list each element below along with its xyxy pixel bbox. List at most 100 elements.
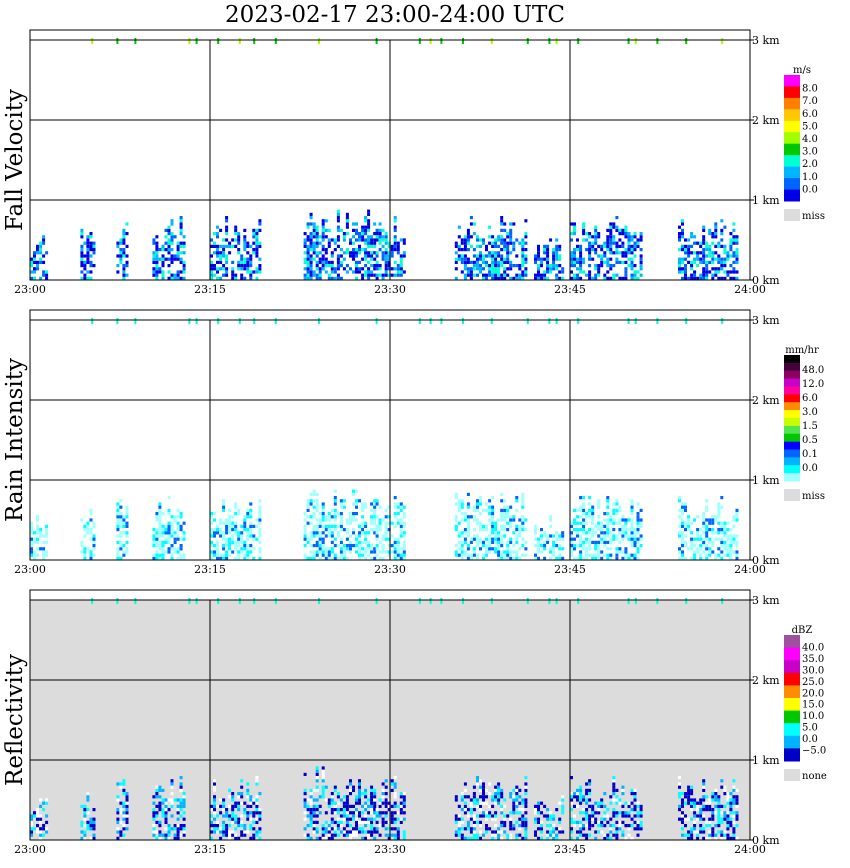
echo-cell xyxy=(339,830,343,834)
echo-cell xyxy=(309,531,313,535)
echo-cell xyxy=(237,795,241,799)
echo-cell xyxy=(476,518,479,522)
echo-cell xyxy=(488,508,492,512)
echo-cell xyxy=(243,833,247,837)
echo-cell xyxy=(89,254,93,258)
echo-cell xyxy=(636,550,640,554)
echo-cell xyxy=(457,830,461,834)
echo-cell xyxy=(349,534,352,538)
echo-cell xyxy=(152,267,156,271)
echo-cell xyxy=(252,235,256,239)
echo-cell xyxy=(506,836,510,840)
echo-cell xyxy=(330,801,334,805)
echo-cell xyxy=(39,836,43,840)
echo-cell xyxy=(402,251,406,255)
echo-cell xyxy=(243,244,247,248)
echo-cell xyxy=(182,537,186,541)
echo-cell xyxy=(373,817,377,821)
echo-cell xyxy=(684,251,687,255)
echo-cell xyxy=(155,235,159,239)
echo-cell xyxy=(597,499,601,503)
echo-cell xyxy=(125,827,129,831)
echo-cell xyxy=(318,241,322,245)
echo-cell xyxy=(693,518,697,522)
echo-cell xyxy=(176,508,180,512)
echo-cell xyxy=(361,238,365,242)
echo-cell xyxy=(506,556,510,560)
echo-cell xyxy=(116,836,120,840)
echo-cell xyxy=(735,824,739,828)
echo-cell xyxy=(482,814,485,818)
panel-ylabel: Fall Velocity xyxy=(2,89,28,231)
echo-cell xyxy=(735,248,739,252)
echo-cell xyxy=(466,267,470,271)
echo-cell xyxy=(309,502,313,506)
echo-cell xyxy=(678,257,681,261)
echo-cell xyxy=(83,814,87,818)
echo-cell xyxy=(618,508,622,512)
echo-cell xyxy=(630,512,634,516)
echo-cell xyxy=(243,824,247,828)
echo-cell xyxy=(573,804,576,808)
echo-cell xyxy=(86,798,90,802)
echo-cell xyxy=(312,528,316,532)
echo-cell xyxy=(234,836,238,840)
echo-cell xyxy=(225,219,229,223)
echo-cell xyxy=(512,556,516,560)
echo-cell xyxy=(30,257,33,261)
echo-cell xyxy=(167,496,171,500)
echo-cell xyxy=(161,534,165,538)
echo-cell xyxy=(312,222,316,226)
echo-cell xyxy=(500,528,504,532)
echo-cell xyxy=(488,540,492,544)
echo-cell xyxy=(315,540,319,544)
echo-cell xyxy=(472,260,476,264)
echo-cell xyxy=(364,254,368,258)
echo-cell xyxy=(179,808,183,812)
echo-cell xyxy=(399,518,403,522)
echo-cell xyxy=(472,553,476,557)
echo-cell xyxy=(678,260,681,264)
echo-cell xyxy=(373,827,377,831)
echo-cell xyxy=(361,515,365,519)
echo-cell xyxy=(711,254,715,258)
echo-cell xyxy=(600,528,604,532)
echo-cell xyxy=(500,788,504,792)
echo-cell xyxy=(711,232,715,236)
echo-cell xyxy=(258,228,262,232)
echo-cell xyxy=(603,824,607,828)
echo-cell xyxy=(89,244,93,248)
echo-cell xyxy=(591,276,595,280)
echo-cell xyxy=(216,528,219,532)
echo-cell xyxy=(678,508,681,512)
echo-cell xyxy=(39,534,43,538)
echo-cell xyxy=(585,550,589,554)
echo-cell xyxy=(636,556,640,560)
echo-cell xyxy=(684,273,687,277)
echo-cell xyxy=(582,512,586,516)
echo-cell xyxy=(399,801,403,805)
echo-cell xyxy=(494,833,498,837)
echo-cell xyxy=(255,518,259,522)
echo-cell xyxy=(633,540,637,544)
echo-cell xyxy=(312,814,316,818)
echo-cell xyxy=(210,276,213,280)
echo-cell xyxy=(600,824,604,828)
echo-cell xyxy=(36,524,39,528)
echo-cell xyxy=(549,830,553,834)
echo-cell xyxy=(624,518,628,522)
echo-cell xyxy=(364,820,368,824)
echo-cell xyxy=(717,267,721,271)
echo-cell xyxy=(600,254,604,258)
echo-cell xyxy=(684,544,687,548)
top-return xyxy=(685,318,688,324)
top-return xyxy=(116,38,119,44)
echo-cell xyxy=(249,534,253,538)
echo-cell xyxy=(367,251,371,255)
echo-cell xyxy=(393,219,397,223)
echo-cell xyxy=(488,270,492,274)
echo-cell xyxy=(237,260,241,264)
echo-cell xyxy=(515,273,519,277)
echo-cell xyxy=(509,833,513,837)
echo-cell xyxy=(552,824,556,828)
